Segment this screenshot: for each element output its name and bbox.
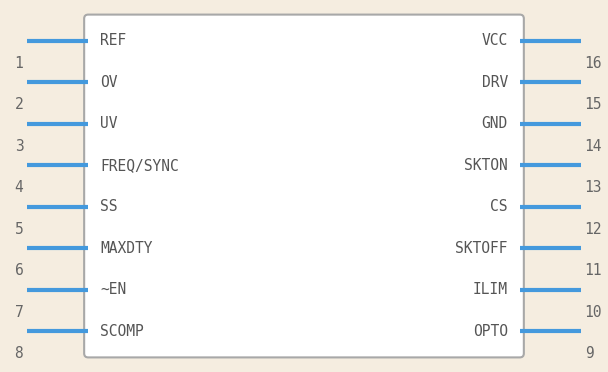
Text: 15: 15 — [585, 97, 602, 112]
Text: 16: 16 — [585, 56, 602, 71]
Text: 10: 10 — [585, 305, 602, 320]
Text: SKTON: SKTON — [464, 158, 508, 173]
Text: CS: CS — [490, 199, 508, 214]
Text: SKTOFF: SKTOFF — [455, 241, 508, 256]
Text: DRV: DRV — [482, 75, 508, 90]
Text: 5: 5 — [15, 222, 23, 237]
Text: ~EN: ~EN — [100, 282, 126, 297]
Text: 13: 13 — [585, 180, 602, 195]
Text: 4: 4 — [15, 180, 23, 195]
Text: 11: 11 — [585, 263, 602, 278]
Text: 14: 14 — [585, 139, 602, 154]
Text: REF: REF — [100, 33, 126, 48]
Text: 3: 3 — [15, 139, 23, 154]
Text: 6: 6 — [15, 263, 23, 278]
Text: OV: OV — [100, 75, 118, 90]
Text: MAXDTY: MAXDTY — [100, 241, 153, 256]
Text: 2: 2 — [15, 97, 23, 112]
Text: 12: 12 — [585, 222, 602, 237]
Text: 8: 8 — [15, 346, 23, 361]
Text: SCOMP: SCOMP — [100, 324, 144, 339]
Text: GND: GND — [482, 116, 508, 131]
Text: ILIM: ILIM — [473, 282, 508, 297]
FancyBboxPatch shape — [84, 15, 524, 357]
Text: OPTO: OPTO — [473, 324, 508, 339]
Text: 1: 1 — [15, 56, 23, 71]
Text: SS: SS — [100, 199, 118, 214]
Text: FREQ/SYNC: FREQ/SYNC — [100, 158, 179, 173]
Text: VCC: VCC — [482, 33, 508, 48]
Text: 7: 7 — [15, 305, 23, 320]
Text: UV: UV — [100, 116, 118, 131]
Text: 9: 9 — [585, 346, 593, 361]
